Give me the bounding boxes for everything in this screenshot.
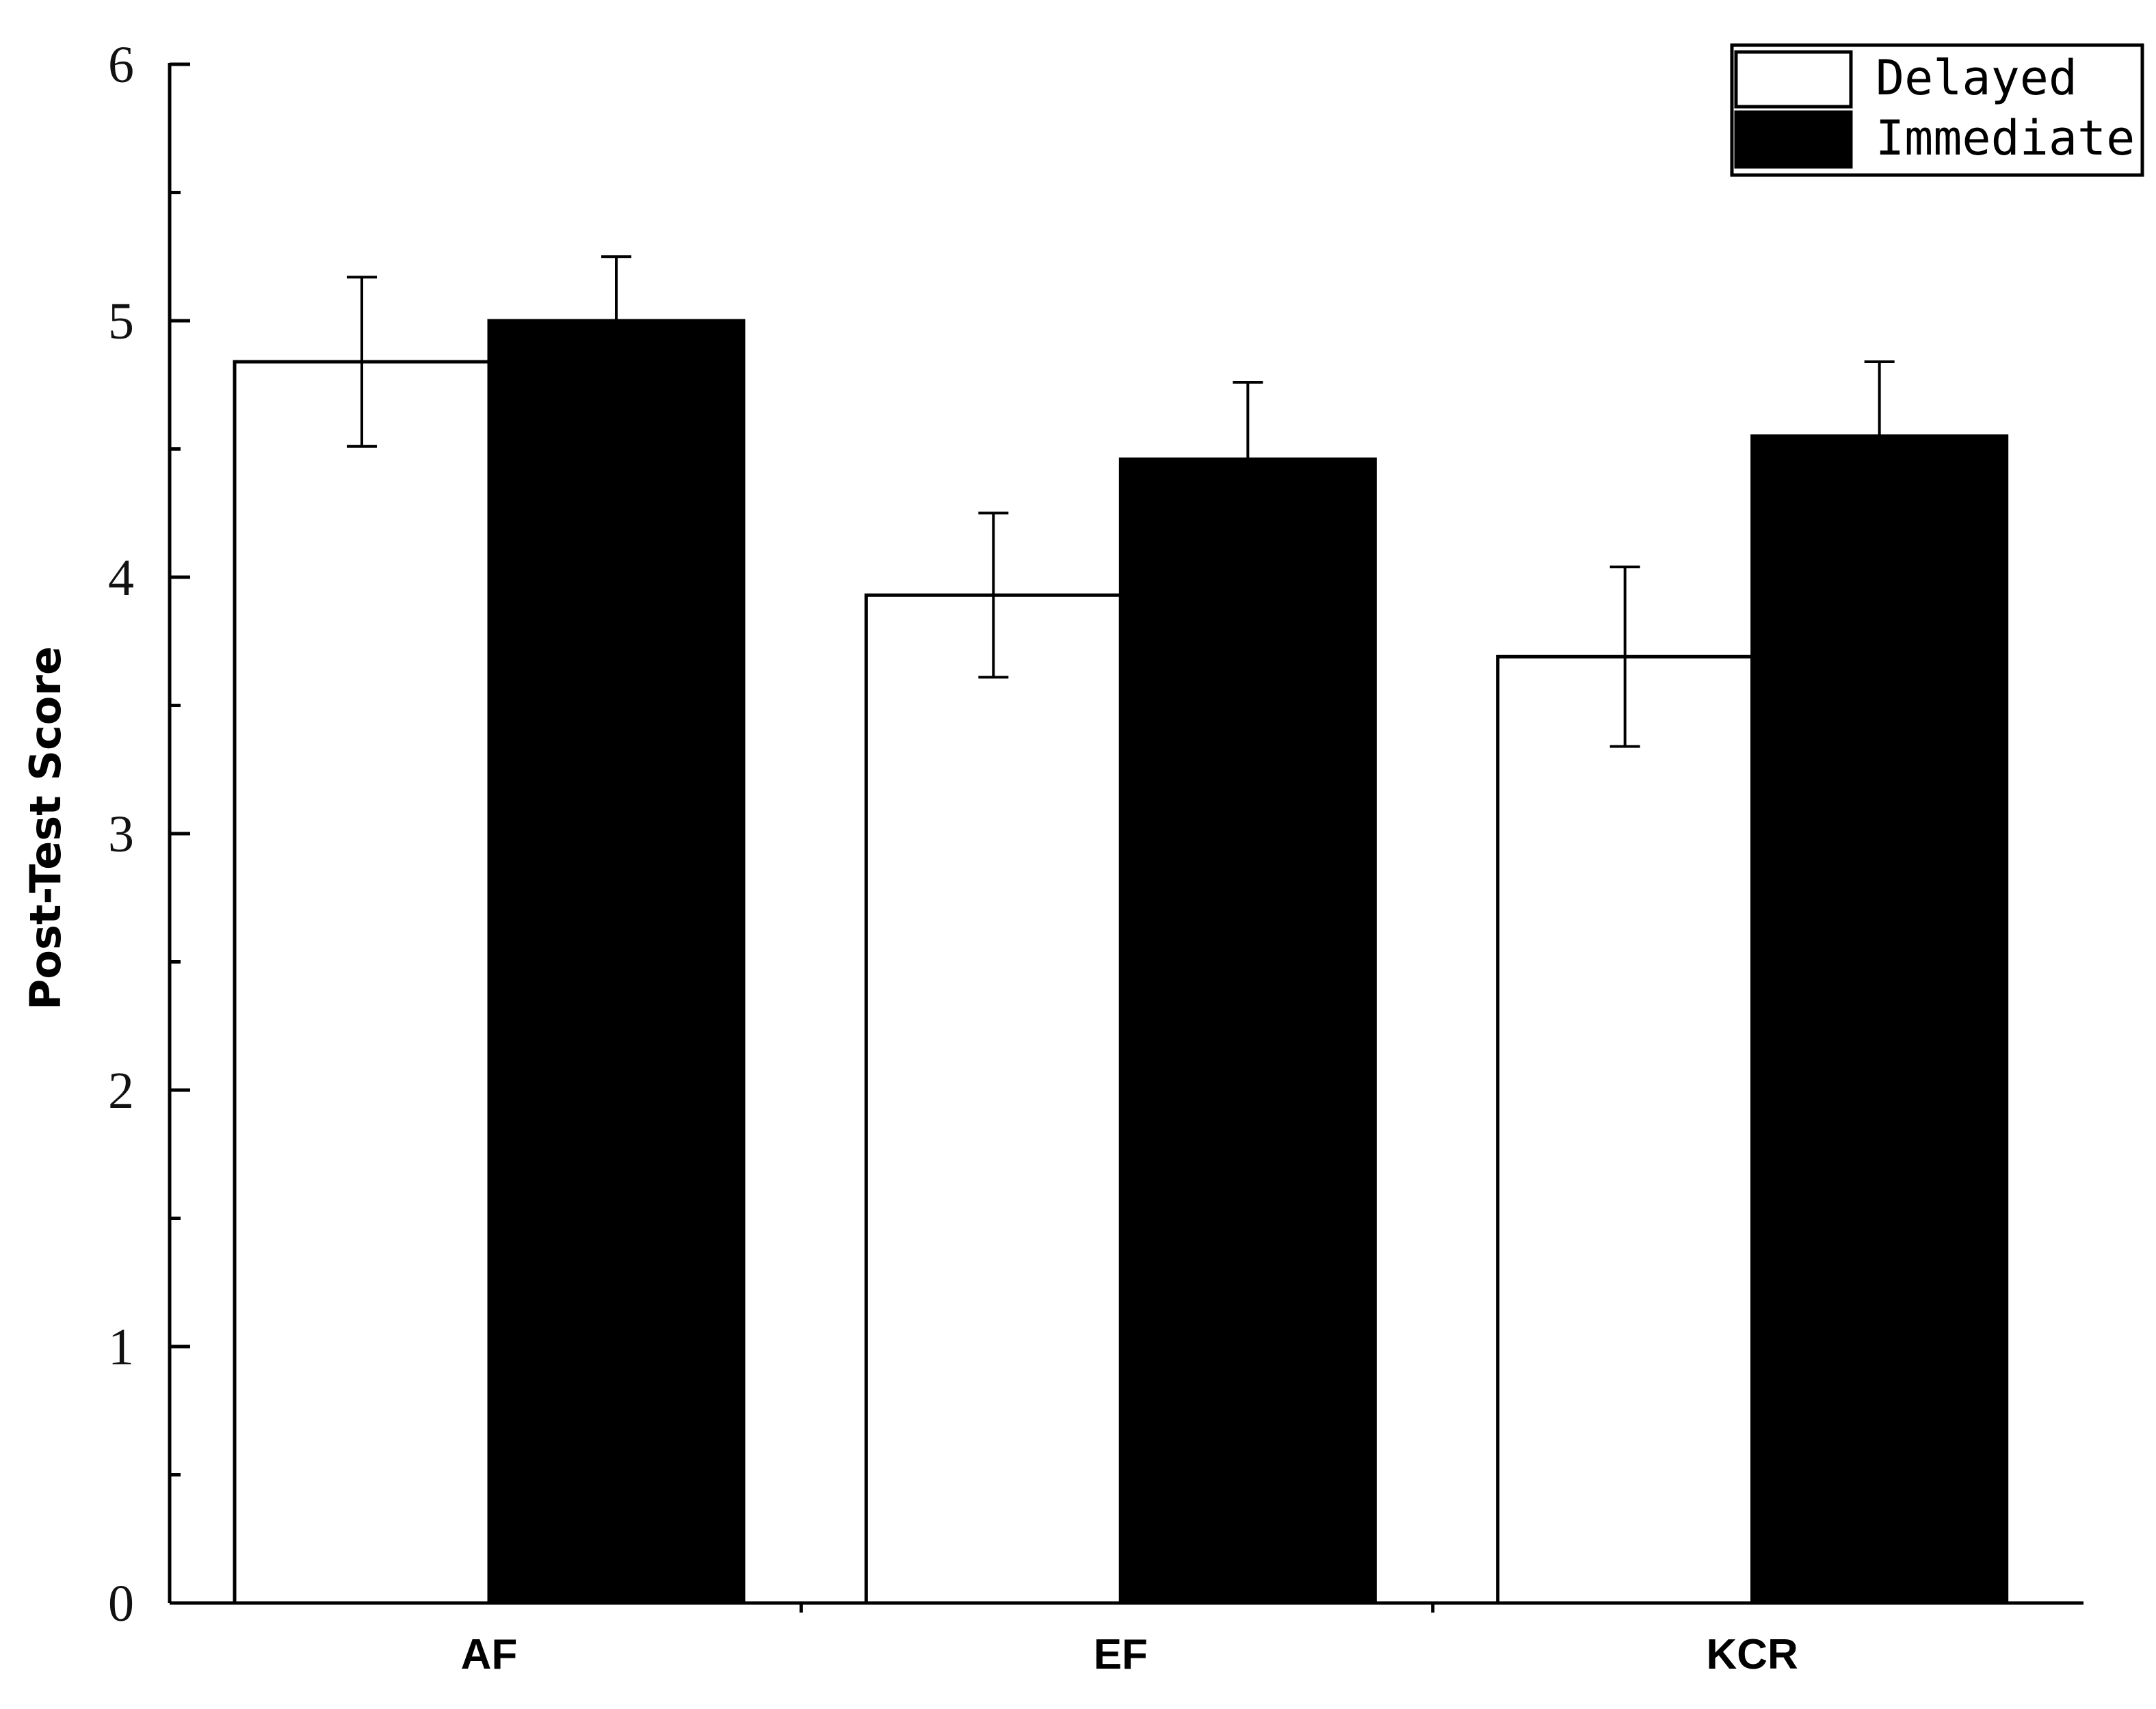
y-tick-label: 2 — [108, 1062, 134, 1120]
legend-label-delayed: Delayed — [1876, 50, 2077, 106]
bar-immediate-kcr — [1750, 434, 2009, 1605]
y-tick-label: 1 — [108, 1319, 134, 1376]
bar-delayed-kcr — [1496, 654, 1754, 1605]
x-tick-label-af: AF — [461, 1631, 518, 1678]
bar-delayed-af — [233, 360, 491, 1605]
legend-swatch-delayed — [1734, 50, 1853, 109]
y-axis-label: Post-Test Score — [21, 646, 70, 1010]
y-tick-label: 0 — [108, 1575, 134, 1632]
x-ticks: AF EF KCR — [461, 1603, 1798, 1678]
bars-layer — [233, 319, 2009, 1605]
x-tick-label-ef: EF — [1094, 1631, 1148, 1678]
y-tick-label: 4 — [108, 549, 134, 607]
bar-delayed-ef — [864, 593, 1122, 1605]
x-tick-label-kcr: KCR — [1707, 1631, 1798, 1678]
legend-swatch-immediate — [1734, 110, 1853, 169]
y-tick-label: 6 — [108, 36, 134, 94]
y-tick-label: 3 — [108, 806, 134, 863]
bar-immediate-af — [487, 319, 746, 1605]
legend-label-immediate: Immediate — [1876, 110, 2135, 166]
y-ticks: 0 1 2 3 4 5 6 — [108, 36, 190, 1632]
error-bars-layer — [347, 255, 1895, 748]
y-tick-label: 5 — [108, 293, 134, 350]
bar-immediate-ef — [1118, 458, 1377, 1605]
